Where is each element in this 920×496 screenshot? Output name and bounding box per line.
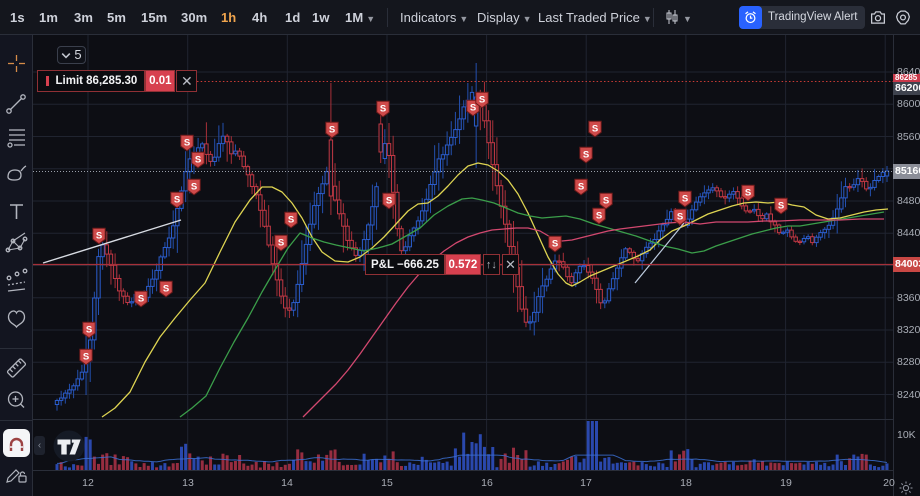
svg-text:S: S (380, 103, 386, 114)
svg-text:S: S (596, 210, 602, 221)
svg-text:S: S (583, 149, 589, 160)
svg-text:S: S (682, 193, 688, 204)
svg-text:S: S (96, 230, 102, 241)
svg-text:S: S (603, 195, 609, 206)
svg-text:S: S (86, 324, 92, 335)
svg-text:S: S (184, 137, 190, 148)
svg-text:S: S (174, 194, 180, 205)
svg-text:S: S (552, 238, 558, 249)
svg-text:S: S (778, 200, 784, 211)
svg-text:S: S (138, 293, 144, 304)
svg-text:S: S (578, 181, 584, 192)
svg-text:S: S (195, 154, 201, 165)
svg-text:S: S (677, 211, 683, 222)
svg-text:S: S (83, 351, 89, 362)
svg-text:S: S (329, 124, 335, 135)
svg-text:S: S (745, 187, 751, 198)
svg-text:S: S (288, 214, 294, 225)
svg-text:S: S (470, 102, 476, 113)
svg-text:S: S (163, 283, 169, 294)
svg-text:S: S (278, 237, 284, 248)
svg-text:S: S (386, 195, 392, 206)
svg-text:S: S (191, 181, 197, 192)
svg-text:S: S (479, 94, 485, 105)
svg-text:S: S (592, 123, 598, 134)
